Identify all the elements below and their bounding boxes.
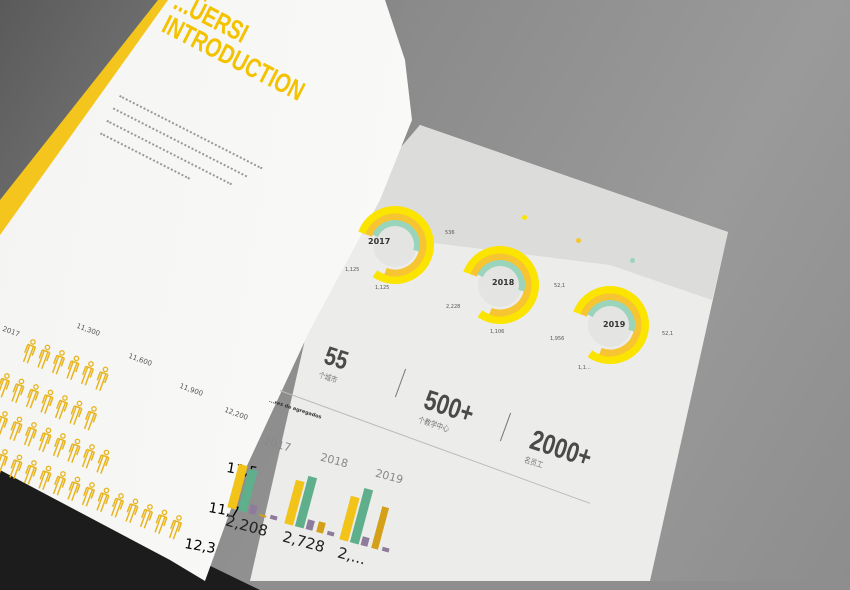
donut-label: 1,106 (490, 329, 505, 335)
bar (305, 519, 315, 531)
donut-label: 1,1... (578, 365, 591, 371)
donut-label: 1,956 (550, 336, 565, 342)
person-icon (95, 366, 109, 392)
donut-ring (463, 246, 539, 324)
bar (360, 536, 370, 547)
donut-ring (470, 253, 532, 317)
bar (326, 530, 335, 537)
person-icon (139, 504, 154, 529)
person-icon (96, 449, 110, 475)
person-icon (52, 471, 67, 496)
person-icon (11, 378, 25, 404)
person-icon (83, 406, 98, 431)
donut-label: 52,1 (554, 283, 566, 289)
person-icon (38, 465, 52, 491)
donut-ring (365, 213, 427, 277)
donut-year: 2019 (603, 320, 626, 329)
person-icon (81, 444, 96, 469)
donut-label: 2,228 (446, 304, 461, 310)
donut-label: 1,125 (345, 267, 360, 273)
person-icon (81, 482, 96, 507)
bar-group-total: 2,... (335, 543, 368, 569)
bar (316, 520, 326, 534)
donut-ring (372, 220, 420, 252)
person-icon (51, 350, 66, 375)
legend-item (630, 258, 638, 266)
person-icon (168, 515, 183, 540)
donut-ring (587, 300, 635, 332)
donut-center (373, 223, 417, 267)
person-icon (9, 416, 23, 442)
person-icon (25, 384, 40, 409)
person-icon (66, 355, 80, 381)
person-icon (96, 487, 110, 513)
person-icon (23, 422, 38, 447)
person-icon (54, 395, 69, 420)
donut-label: 1,125 (375, 285, 390, 291)
bar (371, 506, 389, 550)
bar (259, 514, 267, 518)
donut-ring (580, 293, 642, 357)
person-icon (0, 449, 9, 474)
person-icon (0, 373, 11, 398)
person-icon (52, 433, 67, 458)
donut-label: 52,1 (662, 331, 674, 337)
person-icon (67, 476, 81, 502)
donut-center (588, 303, 632, 347)
legend-item (522, 215, 530, 223)
person-icon (154, 509, 168, 535)
person-icon (80, 361, 95, 386)
person-icon (9, 454, 23, 480)
person-icon (38, 427, 52, 453)
person-icon (0, 411, 9, 436)
person-icon (37, 344, 51, 370)
person-icon (40, 389, 54, 415)
donut-center (478, 263, 522, 307)
donut-ring (477, 260, 525, 292)
donut-ring (573, 286, 649, 364)
person-icon (67, 438, 81, 464)
bar (381, 547, 390, 553)
person-icon (22, 339, 37, 364)
person-icon (110, 493, 125, 518)
bar (248, 504, 258, 515)
bar (269, 515, 278, 521)
donut-label: 536 (445, 230, 455, 236)
person-icon (69, 400, 83, 426)
donut-year: 2017 (368, 237, 391, 246)
person-icon (125, 498, 139, 524)
donut-year: 2018 (492, 278, 515, 287)
donut-ring (358, 206, 434, 284)
person-icon (23, 460, 38, 485)
legend-item (576, 238, 584, 246)
